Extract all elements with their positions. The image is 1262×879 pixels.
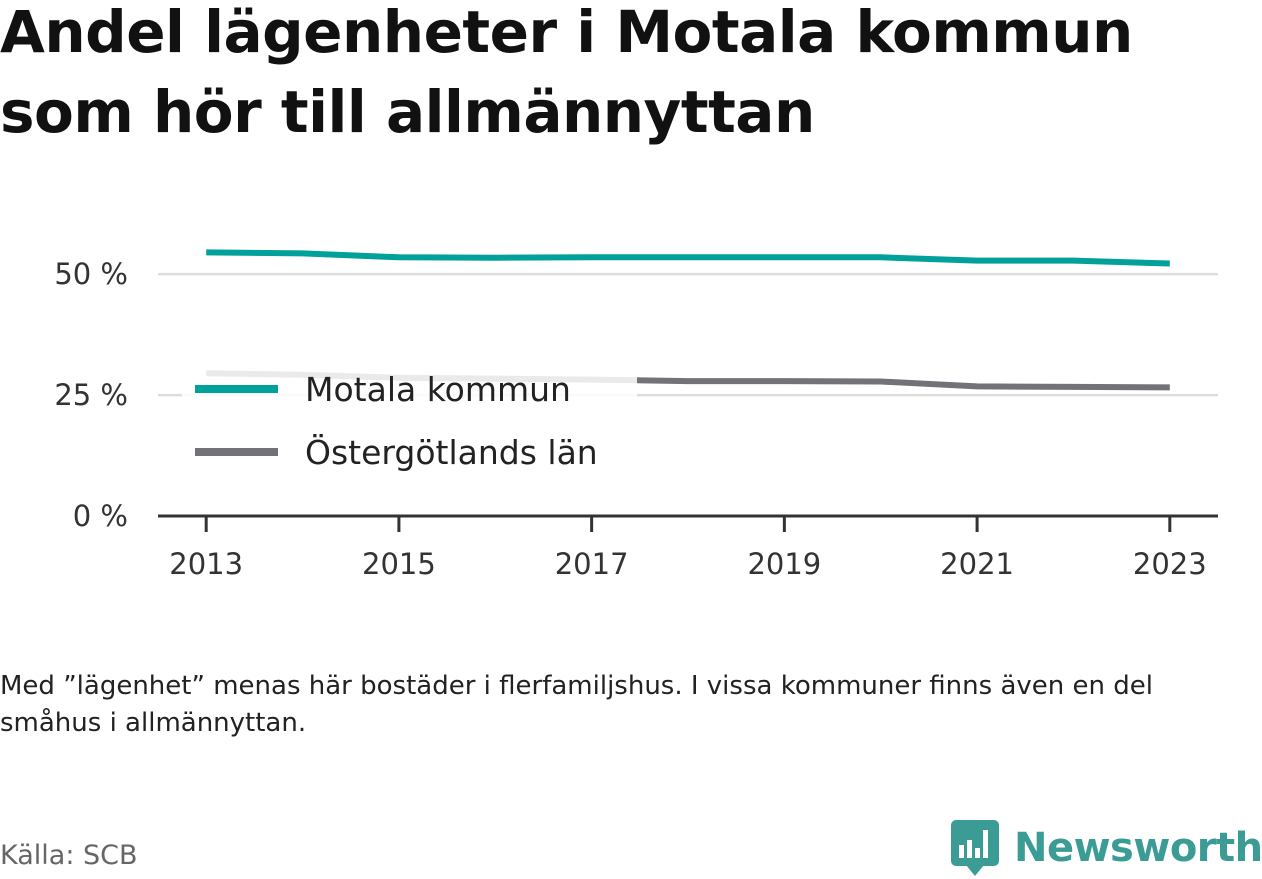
- brand-name: Newsworthy: [1014, 825, 1262, 871]
- brand-logo: Newsworthy: [950, 818, 1262, 878]
- legend: Motala kommun Östergötlands län: [182, 358, 637, 476]
- legend-background: [182, 358, 637, 476]
- x-tick-labels: 2013 2015 2017 2019 2021 2023: [169, 547, 1206, 581]
- x-tick-label: 2015: [362, 547, 436, 581]
- x-axis: [158, 514, 1218, 532]
- legend-label: Östergötlands län: [305, 432, 598, 472]
- series-line: [206, 249, 1170, 267]
- x-tick-label: 2019: [747, 547, 821, 581]
- x-tick-label: 2021: [940, 547, 1014, 581]
- bar-chart-speech-bubble-icon: [951, 820, 999, 876]
- y-tick-label: 50 %: [54, 257, 128, 291]
- legend-label: Motala kommun: [305, 370, 571, 409]
- source-label: Källa: SCB: [0, 840, 138, 871]
- y-tick-label: 0 %: [73, 499, 128, 533]
- x-tick-label: 2023: [1133, 547, 1207, 581]
- x-tick-label: 2013: [169, 547, 243, 581]
- chart-title: Andel lägenheter i Motala kommun som hör…: [0, 0, 1133, 146]
- y-tick-label: 25 %: [54, 378, 128, 412]
- chart-note: Med ”lägenhet” menas här bostäder i fler…: [0, 671, 1153, 738]
- x-tick-label: 2017: [555, 547, 629, 581]
- y-tick-labels: 0 % 25 % 50 %: [54, 257, 128, 533]
